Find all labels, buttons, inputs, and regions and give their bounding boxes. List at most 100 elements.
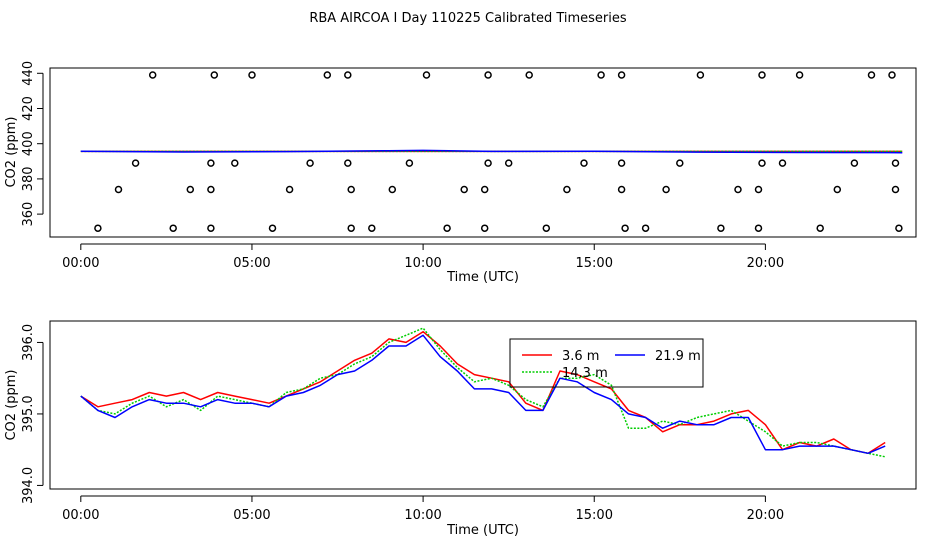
data-marker (754, 185, 763, 194)
x-tick-label: 00:00 (62, 256, 99, 271)
data-marker (563, 185, 571, 194)
data-marker (617, 159, 626, 167)
plot-frame-bottom (49, 320, 917, 490)
data-marker (306, 159, 314, 167)
y-tick-label: 360 (21, 202, 36, 227)
data-marker (617, 71, 626, 79)
data-marker (621, 224, 629, 232)
data-marker (484, 71, 492, 79)
y-tick-label: 395.0 (21, 395, 36, 432)
data-marker (641, 224, 650, 232)
data-marker (210, 71, 219, 79)
series-line-3-6-m (80, 330, 886, 455)
x-tick-label: 15:00 (576, 256, 613, 271)
data-marker (888, 71, 896, 79)
data-marker (186, 185, 195, 194)
data-marker (344, 71, 352, 79)
data-marker (285, 185, 294, 194)
legend-label-21-9m: 21.9 m (655, 349, 701, 364)
data-marker (542, 224, 551, 232)
y-tick-label: 396.0 (21, 324, 36, 361)
y-tick-label: 394.0 (21, 467, 36, 504)
y-axis-bottom: 394.0 395.0 396.0 (21, 324, 44, 504)
series-line-14-3-m (80, 327, 886, 458)
x-tick-label: 10:00 (404, 256, 441, 271)
data-marker (368, 224, 376, 232)
data-marker (778, 159, 787, 167)
data-marker (460, 185, 468, 194)
data-marker (580, 159, 588, 167)
data-marker (231, 159, 239, 167)
data-marker (344, 159, 352, 167)
y-tick-label: 420 (21, 96, 36, 121)
data-marker (148, 71, 157, 79)
data-marker (525, 71, 533, 79)
calibrated-timeseries-panel: 00:00 05:00 10:00 15:00 20:00 394.0 395.0 396.… (4, 320, 917, 538)
data-marker (480, 185, 489, 194)
data-marker (207, 185, 215, 194)
raw-timeseries-panel: 00:00 05:00 10:00 15:00 20:00 360 380 400 420 44… (4, 61, 917, 285)
data-marker (717, 224, 725, 232)
legend-label-3-6m: 3.6 m (562, 349, 599, 364)
plot-area-bottom (80, 327, 886, 458)
x-tick-label: 05:00 (233, 256, 270, 271)
data-marker (833, 185, 842, 194)
data-marker (734, 185, 742, 194)
data-marker (480, 224, 489, 232)
x-tick-label: 20:00 (747, 508, 784, 523)
y-tick-label: 400 (21, 131, 36, 156)
y-axis-label-top: CO2 (ppm) (4, 116, 19, 187)
series-line-21-9-m (80, 149, 903, 154)
data-marker (850, 159, 859, 167)
x-tick-label: 05:00 (233, 508, 270, 523)
x-axis-label-bottom: Time (UTC) (446, 523, 519, 538)
data-marker (114, 185, 123, 194)
x-axis-bottom: 00:00 05:00 10:00 15:00 20:00 (62, 495, 784, 523)
data-marker (696, 71, 705, 79)
y-tick-label: 440 (21, 61, 36, 86)
x-axis-label-top: Time (UTC) (446, 270, 519, 285)
data-marker (597, 71, 605, 79)
data-marker (443, 224, 451, 232)
data-marker (795, 71, 804, 79)
legend: 3.6 m 21.9 m 14.3 m (509, 338, 704, 388)
data-marker (484, 159, 492, 167)
data-marker (867, 71, 876, 79)
data-marker (617, 185, 626, 194)
x-tick-label: 20:00 (747, 256, 784, 271)
data-marker (207, 159, 215, 167)
data-marker (758, 71, 766, 79)
data-marker (388, 185, 397, 194)
data-marker (504, 159, 513, 167)
x-tick-label: 10:00 (404, 508, 441, 523)
data-marker (405, 159, 414, 167)
data-marker (816, 224, 824, 232)
x-tick-label: 00:00 (62, 508, 99, 523)
y-axis-label-bottom: CO2 (ppm) (4, 369, 19, 440)
data-marker (323, 71, 332, 79)
y-axis-top: 360 380 400 420 440 (21, 61, 44, 227)
data-marker (94, 224, 102, 232)
data-marker (754, 224, 763, 232)
figure-title: RBA AIRCOA I Day 110225 Calibrated Times… (309, 11, 627, 26)
legend-box (509, 338, 704, 388)
data-marker (169, 224, 177, 232)
series-line-21-9-m (80, 334, 886, 455)
data-marker (347, 224, 355, 232)
plot-frame-top (49, 67, 917, 238)
y-tick-label: 380 (21, 166, 36, 191)
data-marker (662, 185, 670, 194)
data-marker (758, 159, 766, 167)
data-marker (131, 159, 140, 167)
data-marker (268, 224, 277, 232)
plot-area-top (80, 71, 903, 232)
data-marker (891, 185, 900, 194)
data-marker (891, 159, 900, 167)
data-marker (207, 224, 215, 232)
data-marker (895, 224, 903, 232)
data-marker (248, 71, 256, 79)
legend-label-14-3m: 14.3 m (562, 366, 608, 381)
data-marker (422, 71, 431, 79)
data-marker (676, 159, 684, 167)
